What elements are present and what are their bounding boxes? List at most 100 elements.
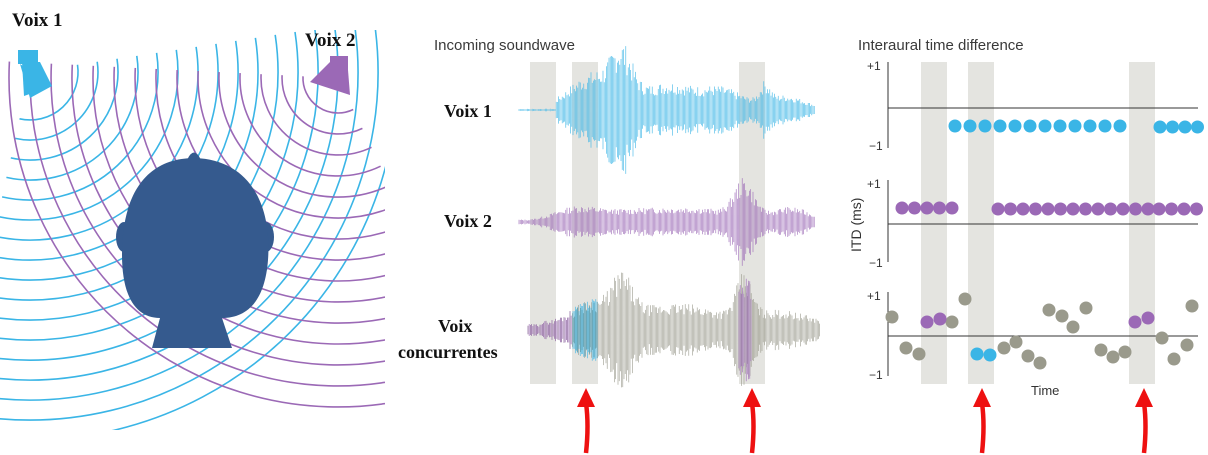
red-arrow-icon xyxy=(577,388,595,454)
voice2-wavefront-arc xyxy=(281,75,363,135)
itd-dot-voice2 xyxy=(1141,311,1155,325)
voice2-wavefront-arc xyxy=(8,61,385,408)
speaker-voice1-icon xyxy=(18,50,52,98)
itd-dot-voice2 xyxy=(933,201,946,215)
red-arrows xyxy=(577,388,1153,454)
itd-dot-competing xyxy=(1118,345,1132,359)
row-label-voice2: Voix 2 xyxy=(444,211,492,231)
voice2-wavefront-arc xyxy=(239,73,381,177)
itd-dot-voice2 xyxy=(945,201,959,215)
red-arrow-shaft xyxy=(1141,402,1148,454)
voice2-wavefront-arc xyxy=(218,72,385,198)
itd-tick-minus1: −1 xyxy=(869,368,883,382)
itd-dot-voice1 xyxy=(993,119,1007,133)
highlight-band xyxy=(921,62,947,384)
itd-dot-competing xyxy=(1180,338,1194,352)
voice2-wavefront-arc xyxy=(197,70,385,219)
itd-dot-voice2 xyxy=(1128,315,1142,329)
itd-tick-plus1: +1 xyxy=(867,177,881,191)
itd-dots xyxy=(885,119,1204,370)
itd-dot-voice2 xyxy=(1104,202,1117,216)
itd-dot-competing xyxy=(945,315,959,329)
itd-panel-title: Interaural time difference xyxy=(858,37,1024,54)
itd-dot-voice2 xyxy=(1152,202,1166,216)
red-arrow-head xyxy=(973,388,991,407)
itd-dot-competing xyxy=(899,341,913,355)
waveform-panel: Incoming soundwave Voix 1 Voix 2 Voix co… xyxy=(398,37,820,388)
itd-dot-voice1 xyxy=(970,347,984,361)
itd-dot-voice1 xyxy=(1166,120,1179,134)
itd-dot-competing xyxy=(1066,320,1080,334)
itd-dot-voice1 xyxy=(1023,119,1037,133)
itd-dot-voice2 xyxy=(1091,202,1105,216)
speaker-voice1-label: Voix 1 xyxy=(12,10,63,31)
itd-xlabel: Time xyxy=(1031,383,1059,398)
red-arrow-head xyxy=(577,388,595,407)
itd-dot-voice1 xyxy=(1178,120,1192,134)
itd-dot-voice1 xyxy=(963,119,977,133)
mixed-waveform-voice1-segment xyxy=(572,299,598,361)
itd-dot-voice1 xyxy=(978,119,992,133)
itd-dot-voice2 xyxy=(1066,202,1080,216)
itd-dot-competing xyxy=(885,310,899,324)
red-arrow-icon xyxy=(743,388,761,454)
itd-dot-competing xyxy=(958,292,972,306)
itd-dot-voice1 xyxy=(948,119,962,133)
itd-dot-voice2 xyxy=(895,201,909,215)
mixed-waveform-voice2-segments xyxy=(527,278,752,382)
speaker-voice2-label: Voix 2 xyxy=(305,30,356,51)
itd-dot-voice2 xyxy=(1165,202,1178,216)
itd-dot-voice2 xyxy=(908,201,921,215)
itd-dot-voice1 xyxy=(1068,119,1082,133)
itd-dot-competing xyxy=(1185,299,1199,313)
voice1-wavefront-arc xyxy=(10,58,119,161)
red-arrow-icon xyxy=(973,388,991,454)
voice2-wavefront-arc xyxy=(260,74,372,156)
itd-dot-voice2 xyxy=(920,315,934,329)
itd-dot-competing xyxy=(1094,343,1108,357)
itd-dot-competing xyxy=(1021,349,1035,363)
head-icon xyxy=(116,152,274,348)
itd-dot-competing xyxy=(997,341,1011,355)
itd-dot-voice1 xyxy=(1191,120,1204,134)
itd-dot-competing xyxy=(1106,350,1120,364)
itd-dot-voice1 xyxy=(983,348,997,362)
itd-tick-plus1: +1 xyxy=(867,289,881,303)
row-label-competing-line1: Voix xyxy=(438,316,472,336)
voice2-waveform xyxy=(518,178,815,266)
itd-dot-voice2 xyxy=(1079,202,1092,216)
itd-dot-competing xyxy=(1079,301,1093,315)
highlight-band xyxy=(1129,62,1155,384)
row-label-voice1: Voix 1 xyxy=(444,101,492,121)
itd-dot-competing xyxy=(1055,309,1069,323)
red-arrow-icon xyxy=(1135,388,1153,454)
red-arrow-shaft xyxy=(749,402,756,454)
itd-dot-competing xyxy=(1009,335,1023,349)
itd-dot-competing xyxy=(1167,352,1181,366)
itd-tick-plus1: +1 xyxy=(867,59,881,73)
itd-dot-voice2 xyxy=(1016,202,1030,216)
itd-ylabel: ITD (ms) xyxy=(848,198,864,252)
itd-dot-voice2 xyxy=(1129,202,1142,216)
itd-dot-competing xyxy=(912,347,926,361)
itd-dot-voice1 xyxy=(1083,119,1097,133)
itd-dot-voice2 xyxy=(991,202,1005,216)
voice1-wavefront-arc xyxy=(0,30,359,401)
itd-dot-voice2 xyxy=(1141,202,1155,216)
voice1-wavefront-arc xyxy=(111,165,385,430)
itd-tick-minus1: −1 xyxy=(869,139,883,153)
highlight-band xyxy=(968,62,994,384)
voice1-wavefront-arc xyxy=(0,30,379,421)
itd-dot-voice2 xyxy=(920,201,934,215)
itd-dot-voice1 xyxy=(1038,119,1052,133)
itd-dot-voice1 xyxy=(1098,119,1112,133)
itd-dot-voice1 xyxy=(1053,119,1067,133)
red-arrow-head xyxy=(743,388,761,407)
red-arrow-shaft xyxy=(979,402,986,454)
itd-dot-voice1 xyxy=(1113,119,1127,133)
itd-dot-voice1 xyxy=(1153,120,1167,134)
itd-dot-voice2 xyxy=(1029,202,1042,216)
voice2-wavefront-arc xyxy=(302,76,354,114)
itd-dot-competing xyxy=(1042,303,1056,317)
itd-dot-voice1 xyxy=(1008,119,1022,133)
